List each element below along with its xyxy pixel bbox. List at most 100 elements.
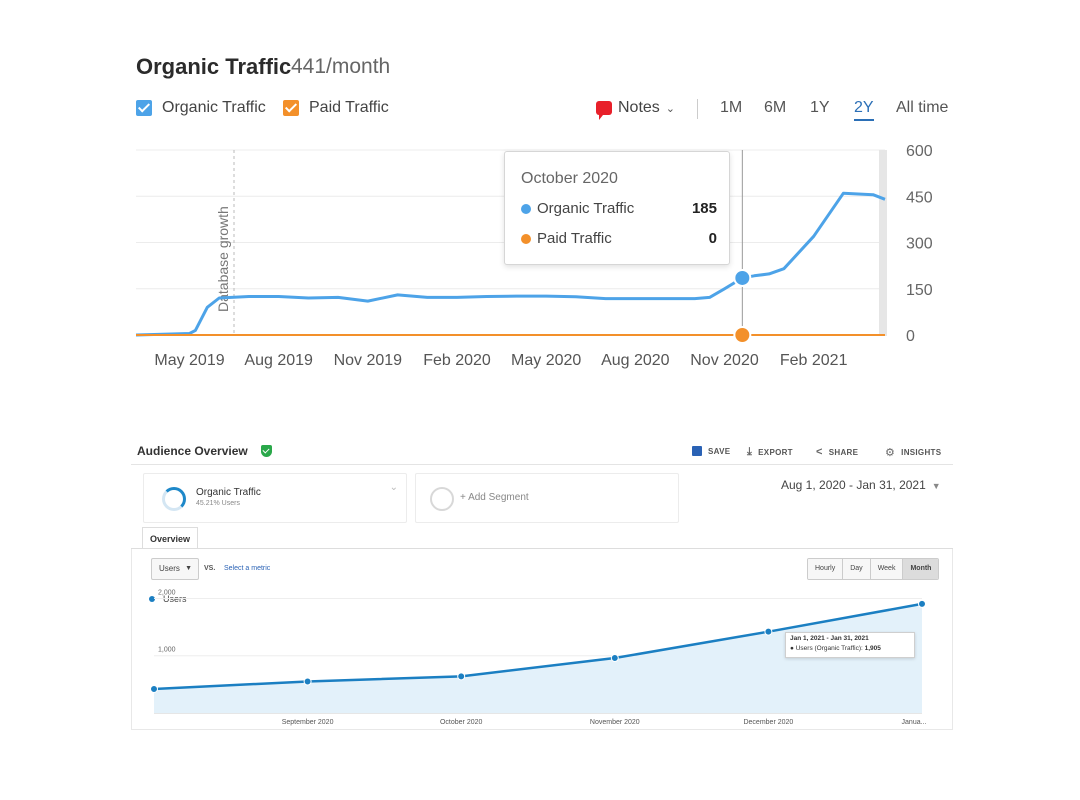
legend-label: Paid Traffic	[309, 99, 389, 116]
checkbox-icon[interactable]	[283, 100, 299, 116]
y-tick-label: 1,000	[158, 647, 176, 654]
users-tooltip-row: ● Users (Organic Traffic): 1,905	[790, 645, 881, 652]
y-tick-label: 450	[906, 189, 933, 206]
legend-paid-traffic[interactable]: Paid Traffic	[283, 99, 389, 117]
note-flag-icon	[596, 101, 612, 120]
notes-label: Notes	[618, 99, 660, 116]
export-label: EXPORT	[758, 448, 793, 457]
users-line	[153, 602, 923, 691]
x-tick-label: September 2020	[282, 719, 334, 726]
range-1m[interactable]: 1M	[720, 99, 743, 116]
panel-title: Organic Traffic	[136, 54, 292, 79]
annotation-label: Database growth	[215, 206, 231, 312]
organic-traffic-line	[135, 191, 886, 337]
organic-traffic-panel: Organic Traffic 441/month Organic Traffi…	[0, 0, 1080, 400]
users-tooltip-title: Jan 1, 2021 - Jan 31, 2021	[790, 635, 869, 642]
x-tick-label: Aug 2019	[244, 352, 313, 369]
save-label: SAVE	[708, 446, 731, 456]
x-tick-label: October 2020	[440, 719, 483, 726]
insights-button[interactable]: ⚙ INSIGHTS	[885, 446, 941, 459]
chevron-down-icon: ▼	[931, 481, 941, 491]
range-all-time[interactable]: All time	[896, 99, 949, 116]
share-icon: <	[816, 446, 823, 458]
scroll-handle	[879, 150, 887, 336]
x-tick-label: December 2020	[743, 719, 793, 726]
tooltip-label: Paid Traffic	[537, 230, 612, 247]
users-point	[303, 677, 312, 686]
verified-shield-icon	[261, 445, 272, 457]
organic-highlight-point	[733, 268, 752, 287]
chevron-down-icon: ▼	[185, 565, 192, 572]
series-dot-icon	[521, 233, 531, 244]
tooltip-label: Organic Traffic	[537, 200, 635, 217]
granularity-month[interactable]: Month	[903, 559, 939, 579]
divider	[697, 99, 698, 119]
x-tick-label: May 2019	[154, 352, 224, 369]
users-point	[918, 599, 926, 608]
tab-overview[interactable]: Overview	[142, 527, 198, 549]
export-icon: ⤓	[747, 446, 753, 458]
add-segment-label: + Add Segment	[460, 492, 529, 503]
insights-label: INSIGHTS	[901, 448, 942, 457]
save-button[interactable]: SAVE	[692, 446, 730, 456]
y-tick-label: 600	[906, 143, 933, 160]
granularity-hourly[interactable]: Hourly	[808, 559, 844, 579]
y-tick-label: 2,000	[158, 589, 176, 596]
range-2y[interactable]: 2Y	[854, 99, 874, 121]
users-point	[610, 654, 619, 663]
select-metric-link[interactable]: Select a metric	[224, 565, 271, 572]
metric-select-value: Users	[159, 564, 180, 573]
users-point	[457, 672, 466, 681]
tooltip-title: October 2020	[521, 170, 618, 187]
users-point	[150, 684, 158, 693]
range-1y[interactable]: 1Y	[810, 99, 830, 116]
tooltip-value: 0	[708, 230, 717, 247]
x-tick-label: Nov 2020	[690, 352, 759, 369]
chevron-down-icon: ⌄	[665, 102, 676, 115]
x-tick-label: Feb 2020	[423, 352, 491, 369]
report-header: Audience Overview SAVE ⤓ EXPORT < SHARE …	[131, 437, 953, 465]
add-segment-card[interactable]: + Add Segment	[415, 473, 679, 523]
users-tooltip: Jan 1, 2021 - Jan 31, 2021 ● Users (Orga…	[785, 632, 915, 658]
tab-divider	[131, 548, 953, 549]
tooltip-value: 185	[691, 200, 717, 217]
legend-label: Organic Traffic	[162, 99, 266, 116]
users-chart: 2,000 1,000 September 2020 October 2020 Nove…	[150, 589, 927, 726]
date-range-label: Aug 1, 2020 - Jan 31, 2021	[781, 478, 926, 492]
users-legend: Users	[149, 594, 187, 604]
granularity-toggle: Hourly Day Week Month	[807, 558, 940, 580]
save-icon	[692, 446, 702, 456]
users-tooltip-series: Users (Organic Traffic):	[795, 645, 863, 652]
segment-percent: 45.21% Users	[196, 500, 240, 507]
chart-tooltip: October 2020 Organic Traffic 185 Paid Tr…	[504, 151, 730, 265]
segment-ring-icon	[162, 487, 186, 511]
share-label: SHARE	[828, 447, 859, 457]
segment-card-organic[interactable]: Organic Traffic 45.21% Users ⌄	[143, 473, 407, 523]
users-tooltip-value: 1,905	[864, 645, 881, 652]
share-button[interactable]: < SHARE	[816, 446, 858, 458]
range-6m[interactable]: 6M	[764, 99, 787, 116]
users-legend-label: Users	[163, 594, 187, 604]
users-area	[154, 603, 922, 713]
x-tick-label: May 2020	[511, 352, 581, 369]
x-tick-label: Feb 2021	[780, 352, 848, 369]
series-dot-icon	[521, 203, 531, 214]
series-dot-icon	[149, 596, 155, 602]
checkbox-icon[interactable]	[136, 100, 152, 116]
metric-select[interactable]: Users ▼	[151, 558, 199, 580]
y-tick-label: 300	[906, 236, 933, 253]
notes-dropdown[interactable]: Notes ⌄	[596, 99, 676, 120]
chevron-down-icon[interactable]: ⌄	[389, 482, 398, 493]
insights-icon: ⚙	[885, 447, 896, 459]
x-tick-label: Nov 2019	[334, 352, 403, 369]
x-tick-label: November 2020	[590, 719, 640, 726]
x-tick-label: Janua...	[902, 719, 927, 726]
legend-organic-traffic[interactable]: Organic Traffic	[136, 99, 266, 117]
users-point	[764, 627, 773, 636]
export-button[interactable]: ⤓ EXPORT	[747, 446, 793, 459]
audience-overview-panel: Audience Overview SAVE ⤓ EXPORT < SHARE …	[131, 437, 953, 730]
date-range-picker[interactable]: Aug 1, 2020 - Jan 31, 2021 ▼	[781, 478, 941, 492]
segment-name: Organic Traffic	[196, 487, 261, 498]
granularity-week[interactable]: Week	[870, 559, 904, 579]
granularity-day[interactable]: Day	[843, 559, 871, 579]
